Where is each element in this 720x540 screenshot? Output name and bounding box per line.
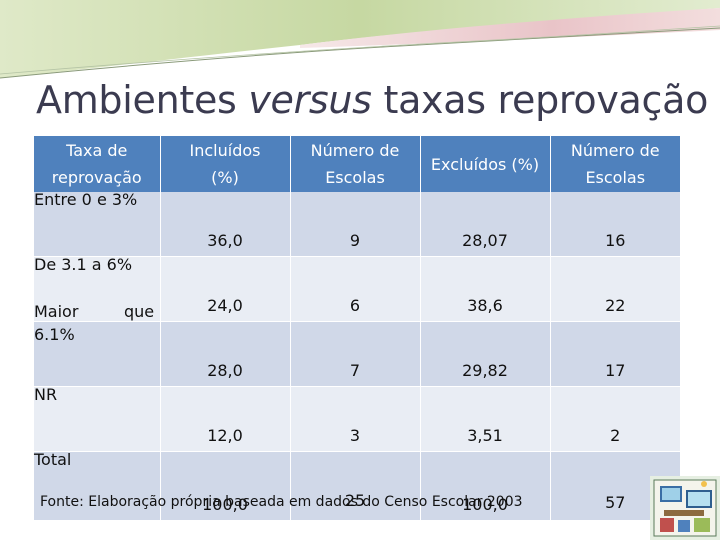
header-line: Número de — [570, 141, 660, 160]
row-label-word: 6.1% — [34, 325, 75, 344]
cell-escolas-incl: 6 — [290, 256, 421, 322]
cell-escolas-excl: 2 — [550, 386, 680, 452]
header-escolas-excl: Número de Escolas — [550, 136, 680, 192]
row-label-cell: Total — [34, 450, 161, 521]
data-table: Taxa de reprovação Incluídos (%) Número de… — [34, 136, 680, 521]
source-note: Fonte: Elaboração própria baseada em dad… — [40, 494, 523, 510]
title-part-3: taxas reprovação — [371, 78, 709, 122]
row-label-word: que — [124, 302, 155, 321]
cell-excluidos: 28,07 — [420, 192, 551, 257]
cell-excluidos: 38,6 — [420, 256, 551, 322]
header-line: Escolas — [585, 168, 646, 187]
cell-escolas-incl: 25 — [290, 451, 421, 521]
row-label-cell: Entre 0 e 3% — [34, 190, 161, 257]
cell-escolas-excl: 22 — [550, 256, 680, 322]
title-part-1: Ambientes — [36, 78, 249, 122]
cell-incluidos: 36,0 — [160, 192, 291, 257]
row-label: Total — [34, 450, 72, 469]
cell-escolas-incl: 9 — [290, 192, 421, 257]
header-line: Excluídos (%) — [430, 154, 540, 174]
cell-incluidos: 100,0 — [160, 451, 291, 521]
cell-excluidos: 100,0 — [420, 451, 551, 521]
table-row: Maior que 6.1% 28,0 7 29,82 17 — [34, 302, 680, 387]
cell-incluidos: 12,0 — [160, 386, 291, 452]
header-line: Número de — [310, 141, 400, 160]
cell-incluidos: 24,0 — [160, 256, 291, 322]
decorative-wave-banner — [0, 0, 720, 79]
row-label: Entre 0 e 3% — [34, 190, 138, 209]
header-line: Escolas — [325, 168, 385, 187]
header-line: Taxa de — [66, 141, 128, 160]
header-incluidos: Incluídos (%) — [160, 136, 291, 192]
table-row: De 3.1 a 6% 24,0 6 38,6 22 — [34, 255, 680, 322]
row-label-cell: De 3.1 a 6% — [34, 255, 161, 322]
row-label-cell: NR — [34, 385, 161, 452]
header-excluidos: Excluídos (%) — [420, 136, 551, 192]
cell-excluidos: 3,51 — [420, 386, 551, 452]
header-escolas-incl: Número de Escolas — [290, 136, 421, 192]
cell-excluidos: 29,82 — [420, 321, 551, 387]
row-label: De 3.1 a 6% — [34, 255, 133, 274]
row-label-word: Maior — [34, 302, 79, 321]
row-label: NR — [34, 385, 58, 404]
cell-escolas-excl: 16 — [550, 192, 680, 257]
header-line: (%) — [211, 168, 239, 187]
table-row: NR 12,0 3 3,51 2 — [34, 385, 680, 452]
computer-lab-illustration-icon — [650, 476, 720, 540]
page-title: Ambientes versus taxas reprovação — [36, 78, 708, 122]
title-part-2: versus — [248, 78, 372, 122]
cell-incluidos: 28,0 — [160, 321, 291, 387]
header-line: reprovação — [51, 168, 142, 187]
header-line: Incluídos — [189, 141, 261, 160]
cell-escolas-excl: 17 — [550, 321, 680, 387]
table-header-row: Taxa de reprovação Incluídos (%) Número de… — [34, 136, 680, 192]
table-row: Entre 0 e 3% 36,0 9 28,07 16 — [34, 190, 680, 257]
table-row: Total 100,0 25 100,0 57 — [34, 450, 680, 521]
header-taxa: Taxa de reprovação — [34, 136, 161, 192]
cell-escolas-incl: 3 — [290, 386, 421, 452]
cell-escolas-incl: 7 — [290, 321, 421, 387]
row-label-cell: Maior que 6.1% — [34, 302, 161, 387]
